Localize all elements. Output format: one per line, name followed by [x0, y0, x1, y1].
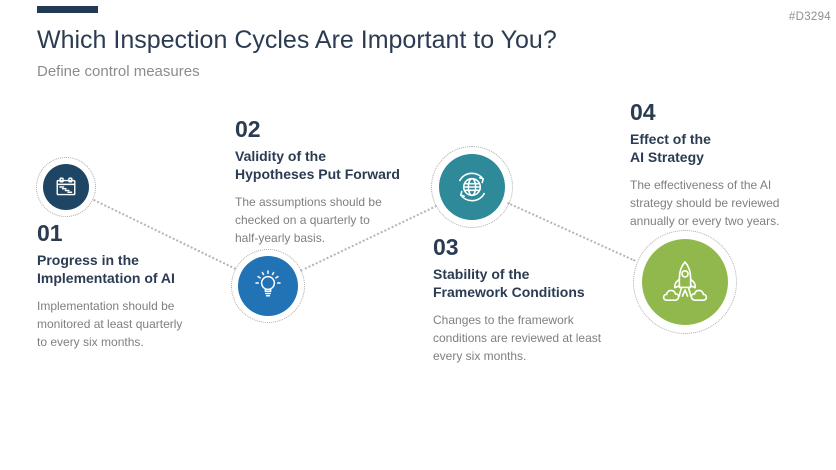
step-item-04: 04 Effect of the AI Strategy The effecti…: [630, 101, 820, 230]
item-number: 01: [37, 220, 63, 246]
icon-circle-01: [43, 164, 89, 210]
item-number: 02: [235, 116, 261, 142]
item-title: Progress in the Implementation of AI: [37, 252, 175, 287]
item-number: 03: [433, 234, 459, 260]
icon-circle-02: [238, 256, 298, 316]
step-item-03: 03 Stability of the Framework Conditions…: [433, 236, 628, 365]
item-description: Implementation should be monitored at le…: [37, 299, 183, 350]
template-ref-code: #D3294: [788, 11, 831, 23]
accent-bar: [37, 6, 98, 13]
slide-title: Which Inspection Cycles Are Important to…: [37, 26, 557, 54]
lightbulb-icon: [250, 268, 286, 304]
dotted-ring: [431, 146, 513, 228]
item-description: The assumptions should be checked on a q…: [235, 195, 382, 246]
step-item-02: 02 Validity of the Hypotheses Put Forwar…: [235, 118, 425, 247]
step-item-01: 01 Progress in the Implementation of AI …: [37, 222, 207, 351]
icon-circle-04: [642, 239, 728, 325]
item-description: The effectiveness of the AI strategy sho…: [630, 178, 780, 229]
dotted-ring: [36, 157, 96, 217]
rocket-icon: [659, 256, 711, 308]
item-description: Changes to the framework conditions are …: [433, 313, 602, 364]
slide-subtitle: Define control measures: [37, 63, 200, 80]
item-title: Stability of the Framework Conditions: [433, 266, 585, 301]
dotted-ring: [231, 249, 305, 323]
icon-circle-03: [439, 154, 505, 220]
calendar-icon: [52, 173, 80, 201]
item-title: Validity of the Hypotheses Put Forward: [235, 148, 400, 183]
dotted-ring: [633, 230, 737, 334]
globe-sync-icon: [451, 166, 493, 208]
item-title: Effect of the AI Strategy: [630, 131, 711, 166]
item-number: 04: [630, 99, 656, 125]
